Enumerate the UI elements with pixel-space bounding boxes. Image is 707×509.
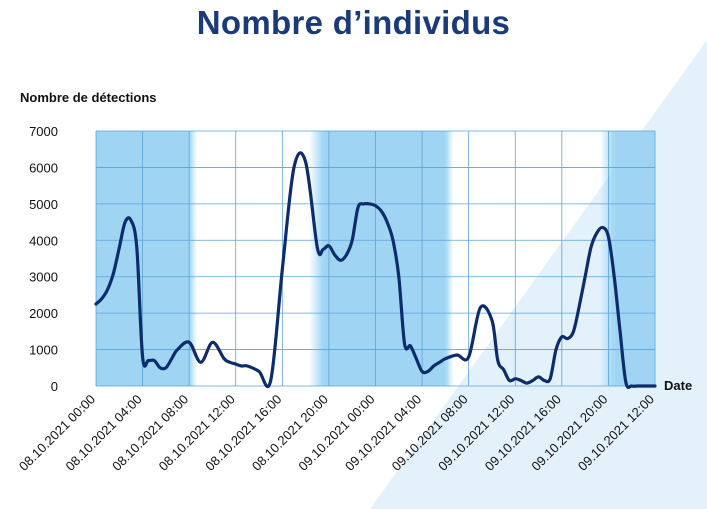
night-band-edge [189, 131, 198, 386]
night-band-edge [309, 131, 324, 386]
night-band-edge [600, 131, 615, 386]
y-axis-label: Nombre de détections [20, 90, 157, 105]
chart-title: Nombre d’individus [196, 4, 511, 41]
x-axis-label: Date [664, 378, 693, 393]
y-tick-label: 7000 [29, 124, 58, 139]
x-tick-label: 08.10.2021 00:00 [16, 392, 98, 474]
y-tick-label: 1000 [29, 343, 58, 358]
y-tick-label: 2000 [29, 306, 58, 321]
y-tick-label: 5000 [29, 197, 58, 212]
y-tick-label: 4000 [29, 233, 58, 248]
series-line [94, 151, 657, 389]
night-band-edge [445, 131, 454, 386]
y-tick-label: 3000 [29, 270, 58, 285]
y-tick-label: 6000 [29, 160, 58, 175]
y-tick-label: 0 [51, 379, 58, 394]
